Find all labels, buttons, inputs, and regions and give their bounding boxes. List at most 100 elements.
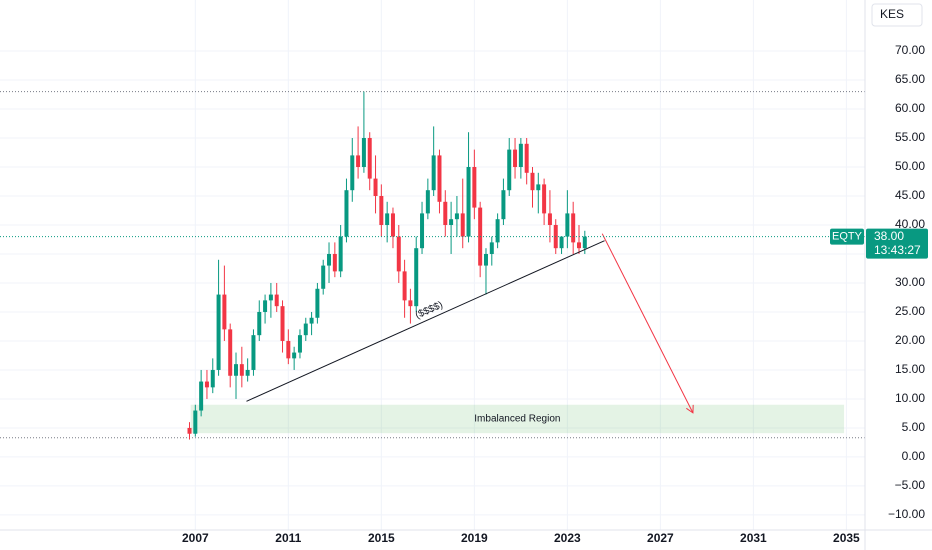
candle-body [204,381,209,388]
candle-body [332,253,337,272]
candle-body [210,369,215,388]
candle-body [327,253,332,266]
candle-body [524,143,529,173]
candle-body [263,300,268,312]
y-tick-label: 60.00 [895,101,925,115]
candle-body [350,155,355,191]
y-tick-label: −10.00 [888,507,925,521]
candle-body [297,335,302,353]
y-tick-label: 5.00 [902,420,926,434]
trendline [246,240,605,402]
region-label: Imbalanced Region [474,414,560,425]
y-tick-label: 70.00 [895,43,925,57]
candle-body [542,184,547,214]
x-tick-label: 2035 [833,531,860,545]
candle-body [239,364,244,376]
candle-body [199,381,204,411]
candle-body [547,213,552,225]
x-tick-label: 2031 [740,531,767,545]
y-tick-label: 25.00 [895,304,925,318]
candle-body [513,149,518,168]
candle-body [472,167,477,208]
y-tick-label: 55.00 [895,130,925,144]
candle-body [501,190,506,220]
candle-body [367,138,372,179]
candle-body [251,335,256,370]
candle-body [309,317,314,324]
candle-body [408,300,413,307]
candle-body [379,195,384,225]
candle-body [425,190,430,214]
y-tick-label: 30.00 [895,275,925,289]
y-tick-label: 20.00 [895,333,925,347]
candle-body [187,427,192,434]
x-tick-label: 2023 [554,531,581,545]
y-tick-label: −5.00 [895,478,926,492]
candle-body [303,323,308,336]
symbol-label: EQTY [832,230,863,242]
last-price-label: 38.00 [874,229,904,243]
candle-body [571,213,576,243]
currency: KES [880,7,904,21]
candle-body [559,236,564,249]
candle-body [321,265,326,289]
arrow [601,233,694,414]
candle-body [193,410,198,434]
imbalanced-region [190,404,845,434]
candle-body [420,213,425,249]
candle-body [234,364,239,376]
countdown: 13:43:27 [874,243,921,257]
x-tick-label: 2011 [275,531,301,545]
x-tick-label: 2027 [647,531,674,545]
candle-body [228,329,233,376]
candle-body [268,294,273,301]
y-tick-label: 45.00 [895,188,925,202]
arrow-head [686,404,694,414]
y-tick-label: 50.00 [895,159,925,173]
candle-body [338,236,343,272]
x-tick-label: 2015 [368,531,395,545]
candle-body [449,219,454,225]
x-tick-label: 2019 [461,531,488,545]
y-tick-label: 10.00 [895,391,925,405]
x-tick-label: 2007 [182,531,209,545]
grid [0,0,865,530]
candle-body [344,190,349,237]
candle-body [431,155,436,191]
candle-body [536,184,541,191]
candle-body [280,306,285,341]
candle-body [257,311,262,336]
candle-body [576,242,581,249]
y-tick-label: 65.00 [895,72,925,86]
currency-box[interactable] [871,3,923,27]
y-tick-label: 0.00 [902,449,926,463]
candle-body [274,294,279,307]
candle-body [390,213,395,237]
candle-body [565,213,570,237]
candle-body [454,213,459,220]
candle-body [222,294,227,330]
candle-body [460,213,465,237]
candle-body [315,288,320,318]
marks: Imbalanced Region($$$$) [0,91,865,440]
candle-body [396,236,401,272]
candle-body [495,219,500,243]
candle-body [507,149,512,191]
y-tick-label: 40.00 [895,217,925,231]
symbol-box [830,228,864,245]
candle-body [443,201,448,225]
candle-body [437,155,442,202]
candle-body [402,271,407,301]
candle-body [518,143,523,168]
price-box [866,228,928,259]
candle-body [582,236,587,249]
candle-body [373,178,378,196]
candle-body [385,213,390,225]
candle-body [245,369,250,376]
candle-body [530,172,535,191]
candle-body [466,167,471,237]
candle-body [489,242,494,254]
